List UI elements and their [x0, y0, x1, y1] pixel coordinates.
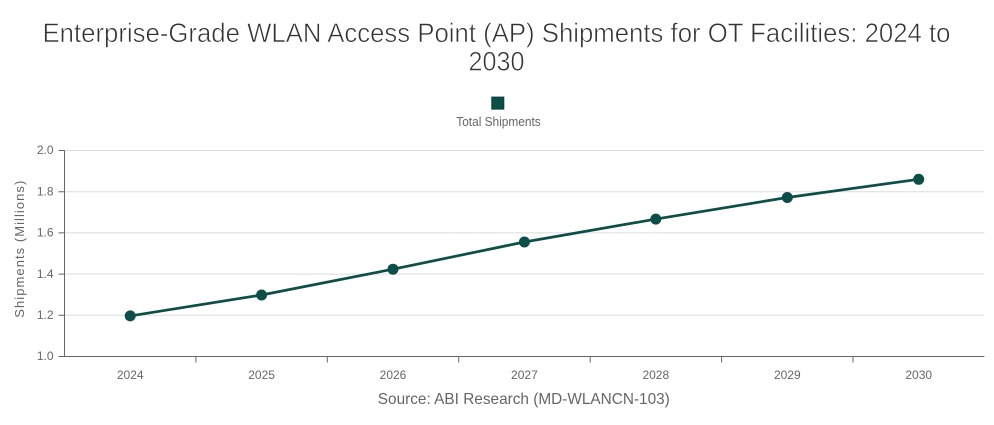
svg-text:2.0: 2.0 — [37, 143, 54, 157]
svg-text:1.4: 1.4 — [37, 267, 54, 281]
svg-text:1.8: 1.8 — [37, 184, 54, 198]
svg-text:2024: 2024 — [117, 368, 144, 382]
svg-text:Shipments (Millions): Shipments (Millions) — [12, 181, 27, 318]
svg-text:2029: 2029 — [774, 368, 801, 382]
svg-text:2027: 2027 — [511, 368, 538, 382]
svg-text:2025: 2025 — [248, 368, 275, 382]
svg-text:2030: 2030 — [905, 368, 932, 382]
svg-text:Total Shipments: Total Shipments — [456, 115, 541, 129]
svg-text:1.0: 1.0 — [37, 349, 54, 363]
svg-text:1.2: 1.2 — [37, 308, 54, 322]
svg-text:2026: 2026 — [380, 368, 407, 382]
svg-text:2028: 2028 — [642, 368, 669, 382]
svg-text:2030: 2030 — [469, 46, 525, 76]
svg-text:Enterprise-Grade WLAN Access P: Enterprise-Grade WLAN Access Point (AP) … — [43, 18, 951, 48]
svg-text:1.6: 1.6 — [37, 226, 54, 240]
svg-text:Source: ABI Research (MD-WLANC: Source: ABI Research (MD-WLANCN-103) — [378, 391, 670, 408]
